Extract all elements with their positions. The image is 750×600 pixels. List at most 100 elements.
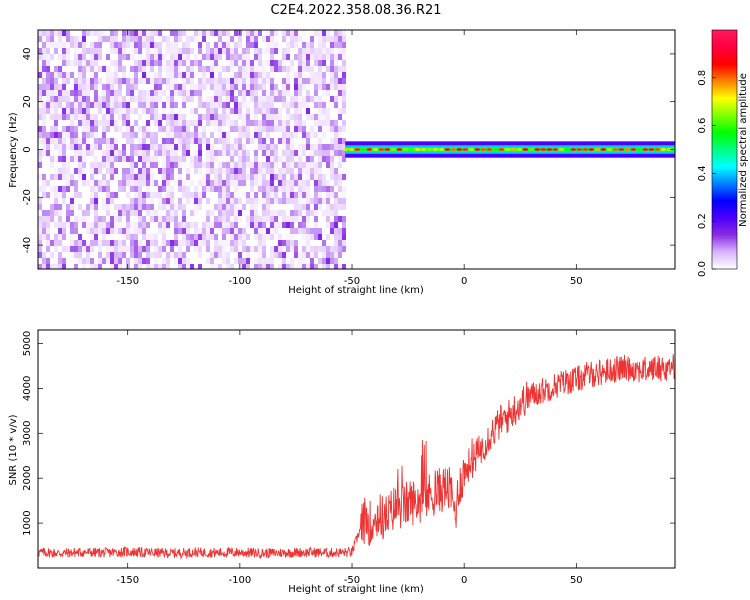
- heatmap-noise-cell: [146, 102, 150, 108]
- heatmap-noise-cell: [38, 156, 42, 162]
- heatmap-noise-cell: [42, 36, 46, 42]
- heatmap-noise-cell: [78, 162, 82, 168]
- heatmap-noise-cell: [122, 78, 126, 84]
- heatmap-noise-cell: [162, 246, 166, 252]
- heatmap-noise-cell: [214, 240, 218, 246]
- heatmap-noise-cell: [146, 258, 150, 264]
- heatmap-noise-cell: [70, 126, 74, 132]
- heatmap-noise-cell: [250, 72, 254, 78]
- heatmap-noise-cell: [330, 192, 334, 198]
- heatmap-noise-cell: [182, 72, 186, 78]
- heatmap-signal-peak: [450, 148, 457, 151]
- heatmap-signal-peak: [576, 148, 583, 151]
- heatmap-noise-cell: [270, 102, 274, 108]
- heatmap-noise-cell: [262, 84, 266, 90]
- heatmap-noise-cell: [342, 42, 346, 48]
- heatmap-noise-cell: [230, 192, 234, 198]
- heatmap-noise-cell: [106, 108, 110, 114]
- heatmap-noise-cell: [286, 90, 290, 96]
- heatmap-noise-cell: [86, 132, 90, 138]
- heatmap-noise-cell: [98, 78, 102, 84]
- heatmap-noise-cell: [194, 192, 198, 198]
- heatmap-noise-cell: [134, 144, 138, 150]
- heatmap-noise-cell: [178, 228, 182, 234]
- heatmap-noise-cell: [310, 36, 314, 42]
- heatmap-noise-cell: [302, 168, 306, 174]
- heatmap-noise-cell: [334, 246, 338, 252]
- heatmap-noise-cell: [142, 60, 146, 66]
- heatmap-noise-cell: [298, 150, 302, 156]
- heatmap-noise-cell: [194, 240, 198, 246]
- heatmap-noise-cell: [222, 222, 226, 228]
- heatmap-noise-cell: [278, 252, 282, 258]
- heatmap-noise-cell: [322, 198, 326, 204]
- heatmap-noise-cell: [238, 216, 242, 222]
- heatmap-noise-cell: [146, 30, 150, 36]
- heatmap-noise-cell: [86, 90, 90, 96]
- heatmap-noise-cell: [218, 42, 222, 48]
- heatmap-noise-cell: [206, 102, 210, 108]
- heatmap-noise-cell: [86, 126, 90, 132]
- heatmap-noise-cell: [294, 78, 298, 84]
- heatmap-noise-cell: [66, 132, 70, 138]
- heatmap-noise-cell: [226, 174, 230, 180]
- heatmap-noise-cell: [238, 138, 242, 144]
- heatmap-noise-cell: [338, 162, 342, 168]
- heatmap-noise-cell: [278, 264, 282, 269]
- heatmap-noise-cell: [74, 48, 78, 54]
- heatmap-noise-cell: [74, 126, 78, 132]
- heatmap-noise-cell: [98, 144, 102, 150]
- heatmap-noise-cell: [262, 78, 266, 84]
- heatmap-noise-cell: [82, 96, 86, 102]
- heatmap-noise-cell: [238, 54, 242, 60]
- heatmap-noise-cell: [46, 222, 50, 228]
- heatmap-noise-cell: [170, 192, 174, 198]
- heatmap-noise-cell: [130, 66, 134, 72]
- heatmap-noise-cell: [266, 150, 270, 156]
- heatmap-noise-cell: [78, 168, 82, 174]
- heatmap-noise-cell: [306, 144, 310, 150]
- heatmap-noise-cell: [234, 78, 238, 84]
- heatmap-noise-cell: [214, 84, 218, 90]
- heatmap-noise-cell: [126, 78, 130, 84]
- heatmap-signal-peak: [666, 148, 673, 151]
- heatmap-noise-cell: [254, 42, 258, 48]
- heatmap-noise-cell: [74, 54, 78, 60]
- heatmap-noise-cell: [314, 180, 318, 186]
- heatmap-noise-cell: [210, 222, 214, 228]
- heatmap-noise-cell: [170, 42, 174, 48]
- heatmap-noise-cell: [146, 72, 150, 78]
- heatmap-noise-cell: [134, 240, 138, 246]
- heatmap-noise-cell: [174, 30, 178, 36]
- heatmap-noise-cell: [214, 120, 218, 126]
- heatmap-noise-cell: [110, 48, 114, 54]
- heatmap-noise-cell: [302, 162, 306, 168]
- heatmap-noise-cell: [134, 66, 138, 72]
- heatmap-noise-cell: [178, 198, 182, 204]
- heatmap-noise-cell: [114, 168, 118, 174]
- heatmap-noise-cell: [174, 78, 178, 84]
- heatmap-noise-cell: [106, 210, 110, 216]
- heatmap-noise-cell: [258, 102, 262, 108]
- heatmap-noise-cell: [290, 198, 294, 204]
- heatmap-noise-cell: [274, 186, 278, 192]
- heatmap-noise-cell: [118, 108, 122, 114]
- heatmap-noise-cell: [214, 168, 218, 174]
- heatmap-noise-cell: [258, 108, 262, 114]
- heatmap-noise-cell: [202, 102, 206, 108]
- heatmap-noise-cell: [234, 180, 238, 186]
- heatmap-noise-cell: [182, 222, 186, 228]
- heatmap-noise-cell: [290, 150, 294, 156]
- heatmap-noise-cell: [282, 96, 286, 102]
- heatmap-noise-cell: [230, 144, 234, 150]
- heatmap-noise-cell: [114, 84, 118, 90]
- heatmap-noise-cell: [278, 126, 282, 132]
- heatmap-noise-cell: [182, 186, 186, 192]
- heatmap-noise-cell: [298, 222, 302, 228]
- heatmap-noise-cell: [210, 72, 214, 78]
- heatmap-noise-cell: [82, 246, 86, 252]
- heatmap-noise-cell: [50, 114, 54, 120]
- heatmap-noise-cell: [338, 108, 342, 114]
- heatmap-noise-cell: [110, 246, 114, 252]
- heatmap-noise-cell: [110, 120, 114, 126]
